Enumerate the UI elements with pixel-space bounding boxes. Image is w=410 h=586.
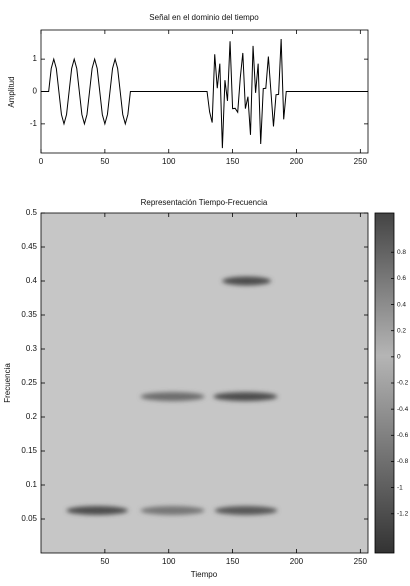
x-tick-label: 50 xyxy=(100,557,109,566)
y-tick-label: 0.35 xyxy=(21,310,37,319)
colorbar-tick-label: -0.8 xyxy=(397,458,409,465)
colorbar-tick-label: -0.4 xyxy=(397,406,409,413)
x-tick-label: 0 xyxy=(39,157,44,166)
y-tick-label: 1 xyxy=(33,54,38,63)
colorbar-tick-label: -1.2 xyxy=(397,510,409,517)
x-axis-label: Tiempo xyxy=(191,570,218,579)
y-axis-label: Amplitud xyxy=(7,76,16,107)
x-tick-label: 250 xyxy=(354,157,368,166)
x-tick-label: 100 xyxy=(162,157,176,166)
x-tick-label: 200 xyxy=(290,557,304,566)
chart-title: Representación Tiempo-Frecuencia xyxy=(141,198,268,207)
y-tick-label: 0.1 xyxy=(26,480,38,489)
colorbar-tick-label: 0 xyxy=(397,354,401,361)
x-tick-label: 50 xyxy=(100,157,109,166)
energy-blob xyxy=(140,506,205,515)
y-tick-label: 0.25 xyxy=(21,378,37,387)
colorbar-tick-label: 0.6 xyxy=(397,275,406,282)
colorbar-tick-label: 0.8 xyxy=(397,249,406,256)
y-tick-label: 0.4 xyxy=(26,276,38,285)
y-tick-label: 0.15 xyxy=(21,446,37,455)
colorbar-tick-label: -1 xyxy=(397,484,403,491)
y-tick-label: 0.5 xyxy=(26,208,38,217)
energy-blob xyxy=(222,276,271,286)
y-tick-label: 0.05 xyxy=(21,514,37,523)
x-tick-label: 250 xyxy=(354,557,368,566)
x-tick-label: 150 xyxy=(226,157,240,166)
colorbar-tick-label: 0.2 xyxy=(397,327,406,334)
y-tick-label: 0.3 xyxy=(26,344,38,353)
signal-line xyxy=(41,39,368,149)
y-tick-label: 0.45 xyxy=(21,242,37,251)
x-tick-label: 100 xyxy=(162,557,176,566)
y-tick-label: 0 xyxy=(33,87,38,96)
y-tick-label: -1 xyxy=(30,119,38,128)
energy-blob xyxy=(140,392,205,402)
y-axis-label: Frecuencia xyxy=(3,363,12,403)
y-tick-label: 0.2 xyxy=(26,412,38,421)
energy-blob xyxy=(214,506,278,515)
chart-title: Señal en el dominio del tiempo xyxy=(149,13,259,22)
colorbar-tick-label: -0.2 xyxy=(397,380,409,387)
colorbar-tick-label: 0.4 xyxy=(397,301,406,308)
heatmap-background xyxy=(41,213,368,553)
x-tick-label: 150 xyxy=(226,557,240,566)
x-tick-label: 200 xyxy=(290,157,304,166)
energy-blob xyxy=(66,506,128,515)
colorbar-tick-label: -0.6 xyxy=(397,432,409,439)
energy-blob xyxy=(213,392,278,402)
